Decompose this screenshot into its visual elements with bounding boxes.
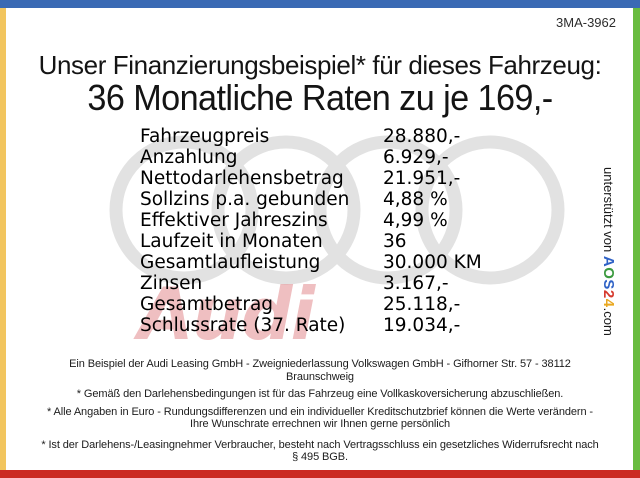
legal-line: * Gemäß den Darlehensbedingungen ist für… (76, 388, 564, 400)
aos24-logo-letter: A (600, 255, 617, 268)
table-row: Sollzins p.a. gebunden 4,88 % (140, 189, 530, 210)
row-value: 28.880,- (383, 126, 461, 147)
row-value: 30.000 KM (383, 252, 482, 273)
audi-text-watermark: Audi (138, 272, 315, 356)
row-label: Nettodarlehensbetrag (140, 168, 344, 189)
table-row: Fahrzeugpreis 28.880,- (140, 126, 530, 147)
legal-line: * Ist der Darlehens-/Leasingnehmer Verbr… (41, 438, 599, 464)
audi-rings-logo (109, 135, 565, 285)
row-label: Laufzeit in Monaten (140, 231, 323, 252)
row-value: 4,88 % (383, 189, 448, 210)
aos24-logo: AOS24 (600, 256, 617, 308)
table-row: Gesamtbetrag 25.118,- (140, 294, 530, 315)
row-label: Gesamtbetrag (140, 294, 274, 315)
legal-line: Ein Beispiel der Audi Leasing GmbH - Zwe… (69, 358, 571, 383)
supported-by-vertical-label: unterstützt von AOS24.com (600, 167, 617, 367)
border-stripe-right (633, 8, 640, 470)
table-row: Nettodarlehensbetrag 21.951,- (140, 168, 530, 189)
row-label: Schlussrate (37. Rate) (140, 315, 346, 336)
legal-line: * Alle Angaben in Euro - Rundungsdiffere… (47, 405, 593, 431)
aos24-logo-letter: S (600, 279, 617, 290)
table-row: Gesamtlaufleistung 30.000 KM (140, 252, 530, 273)
row-value: 36 (383, 231, 407, 252)
row-value: 6.929,- (383, 147, 449, 168)
row-label: Anzahlung (140, 147, 238, 168)
row-label: Fahrzeugpreis (140, 126, 270, 147)
table-row: Schlussrate (37. Rate) 19.034,- (140, 315, 530, 336)
aos24-logo-letter: 4 (600, 298, 617, 308)
table-row: Anzahlung 6.929,- (140, 147, 530, 168)
border-stripe-top (0, 0, 640, 8)
supported-by-text: unterstützt von (601, 167, 616, 256)
row-label: Gesamtlaufleistung (140, 252, 321, 273)
table-row: Zinsen 3.167,- (140, 273, 530, 294)
row-label: Effektiver Jahreszins (140, 210, 328, 231)
row-value: 3.167,- (383, 273, 449, 294)
row-value: 4,99 % (383, 210, 448, 231)
reference-code: 3MA-3962 (556, 15, 616, 30)
row-label: Sollzins p.a. gebunden (140, 189, 350, 210)
border-stripe-bottom (0, 470, 640, 478)
aos24-logo-letter: O (600, 267, 617, 280)
aos24-logo-letter: 2 (600, 289, 617, 299)
table-row: Laufzeit in Monaten 36 (140, 231, 530, 252)
row-value: 19.034,- (383, 315, 461, 336)
border-stripe-left (0, 8, 6, 470)
financing-table: Fahrzeugpreis 28.880,- Anzahlung 6.929,-… (140, 126, 530, 336)
row-label: Zinsen (140, 273, 203, 294)
monthly-rate-headline: 36 Monatliche Raten zu je 169,- (87, 77, 553, 118)
legal-footnotes: Ein Beispiel der Audi Leasing GmbH - Zwe… (40, 358, 600, 469)
table-row: Effektiver Jahreszins 4,99 % (140, 210, 530, 231)
aos24-domain-suffix: .com (601, 307, 616, 336)
page-title: Unser Finanzierungsbeispiel* für dieses … (38, 50, 602, 80)
row-value: 25.118,- (383, 294, 461, 315)
row-value: 21.951,- (383, 168, 461, 189)
